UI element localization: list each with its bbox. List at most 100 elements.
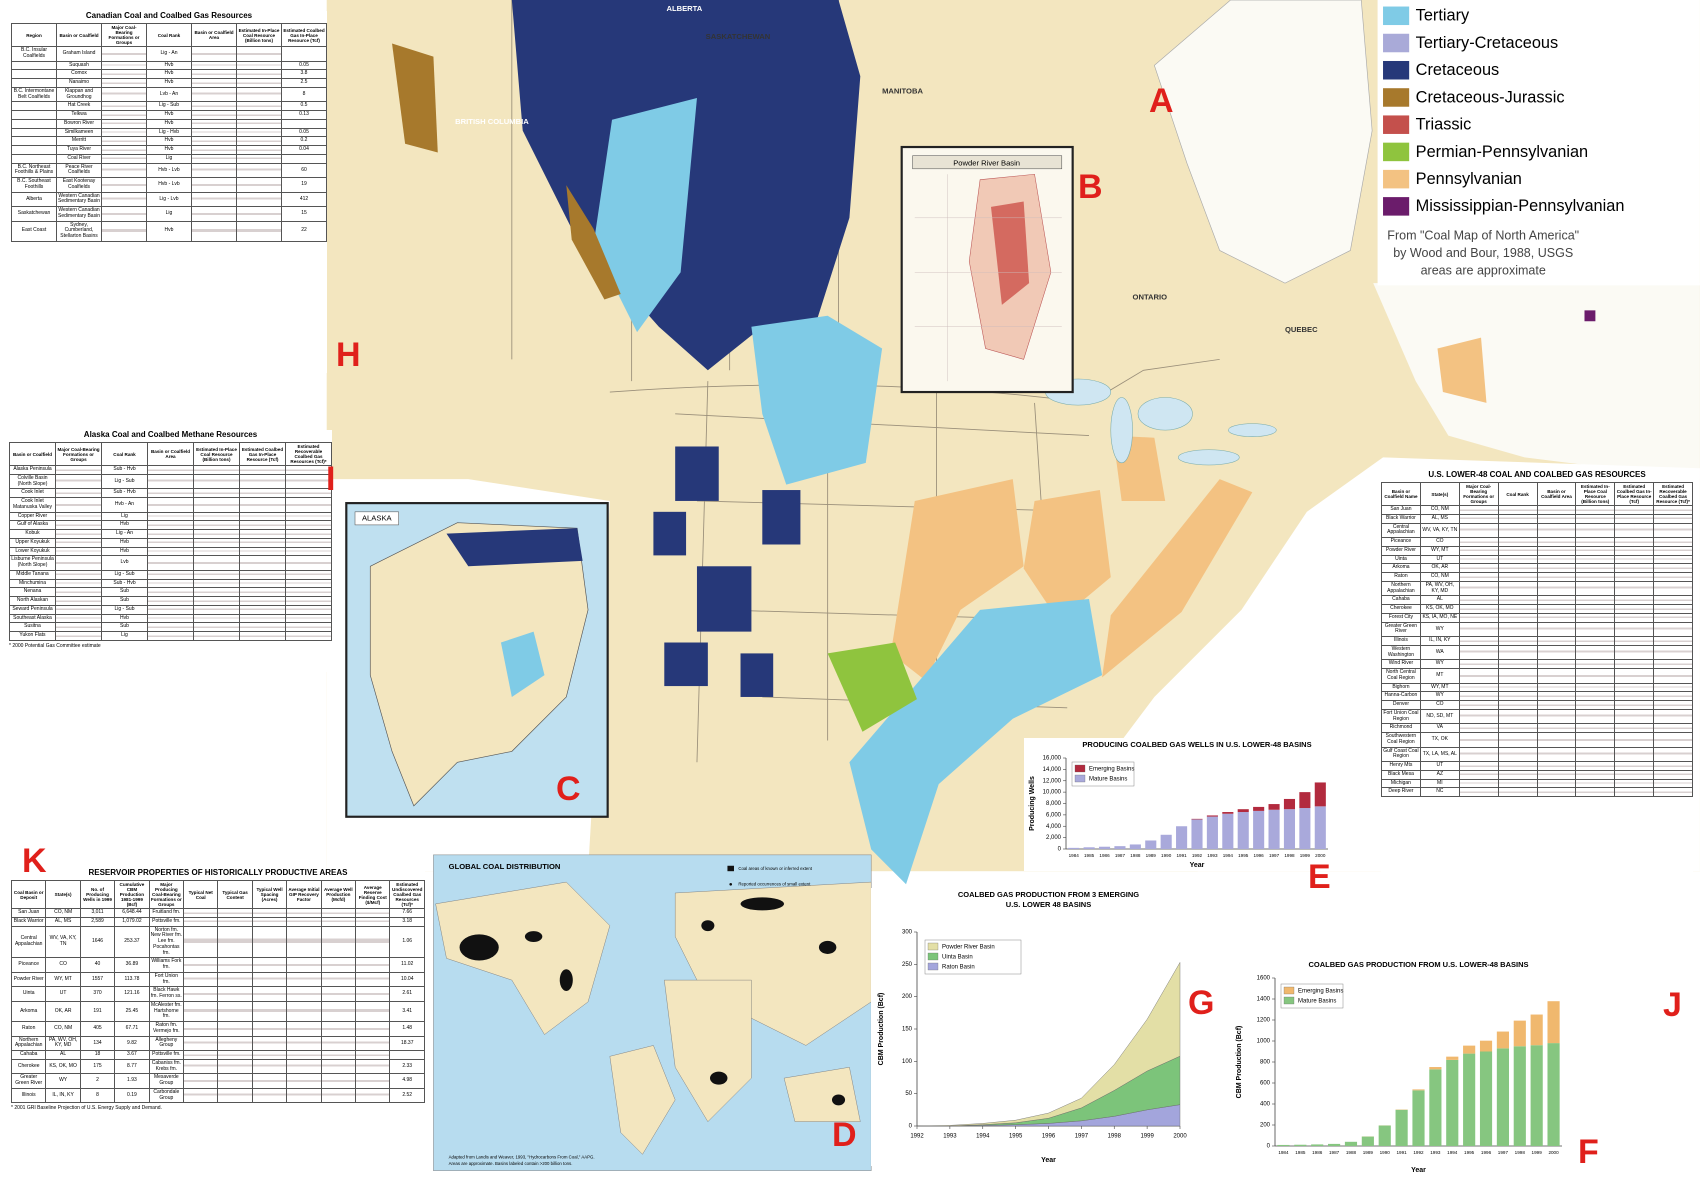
table-cell — [1497, 659, 1538, 670]
table-cell — [1458, 659, 1499, 670]
header-cell: Estimated Recoverable Coalbed Gas Resour… — [285, 441, 332, 467]
table-cell: Piceance — [1381, 537, 1421, 547]
table-cell — [1497, 708, 1538, 725]
bar — [1083, 847, 1095, 849]
y-tick-label: 10,000 — [1043, 790, 1062, 796]
global-coal-map: GLOBAL COAL DISTRIBUTION Coal areas of k… — [433, 854, 872, 1171]
table-cell — [1653, 636, 1693, 646]
legend-swatch — [1383, 33, 1410, 53]
table-cell — [1575, 682, 1616, 693]
table-cell — [1653, 537, 1693, 547]
table-cell — [1536, 545, 1577, 556]
table-cell: Western Canadian Sedimentary Basin — [56, 206, 102, 222]
table-cell — [286, 972, 322, 988]
table-cell — [1653, 691, 1693, 702]
table-cell: MI — [1419, 778, 1460, 789]
table-cell: Pottsville fm. — [148, 916, 185, 927]
table-cell — [320, 1088, 357, 1104]
header-row: Region Basin or Coalfield Major Coal-Beari… — [11, 22, 327, 48]
x-tick-label: 1996 — [1254, 853, 1265, 858]
permian-penn-area — [827, 642, 917, 732]
bar — [1222, 813, 1234, 849]
table-cell — [101, 118, 147, 129]
table-cell: VA — [1419, 723, 1460, 734]
table-cell — [1458, 787, 1499, 798]
table-cell — [239, 473, 286, 490]
header-cell: Estimated Coalbed Gas In-Place Resource … — [239, 441, 286, 467]
table-cell — [1575, 668, 1616, 684]
table-cell: Illinois — [1381, 636, 1421, 646]
table-cell: B.C. Northeast Foothills & Plains — [11, 162, 57, 179]
bar — [1268, 804, 1280, 810]
table-cell — [55, 546, 102, 557]
bar — [1344, 1141, 1358, 1146]
table-row: Seward Peninsula Lig - Sub — [9, 604, 332, 615]
table-row: Powder River WY, MT — [1381, 545, 1693, 556]
map-group: ALBERTA SASKATCHEWAN MANITOBA BRITISH CO… — [326, 0, 1700, 1171]
table-cell — [193, 613, 240, 624]
table-cell: 8 — [281, 86, 327, 103]
table-cell: Lig — [146, 206, 192, 222]
table-cell: Hvb — [101, 537, 148, 548]
header-row: Basin or Coalfield Major Coal-Bearing For… — [9, 441, 332, 467]
table-cell: Norton fm. New River fm. Lee fm. Pocahon… — [148, 925, 185, 959]
table-cell: Alaska Peninsula — [9, 465, 56, 475]
header-cell: Average Initial GIP Recovery Factor — [286, 879, 322, 910]
table-cell: Raton fm. Vermejo fm. — [148, 1021, 185, 1037]
bar — [1114, 846, 1126, 849]
table-cell — [1536, 595, 1577, 606]
table-cell — [1497, 769, 1538, 780]
table-cell: 2,589 — [79, 916, 116, 927]
region-label: BRITISH COLUMBIA — [455, 117, 529, 126]
table-cell — [236, 86, 282, 103]
table-cell: Lig - An — [146, 46, 192, 62]
table-cell — [55, 497, 102, 513]
powder-river-inset: Powder River Basin — [900, 145, 1074, 394]
legend-label: Mississippian-Pennsylvanian — [1416, 197, 1625, 215]
cret-jurassic-area — [566, 185, 621, 300]
table-cell: Pottsville fm. — [148, 1050, 185, 1060]
table-cell — [285, 604, 332, 615]
table-cell — [217, 1073, 253, 1089]
table-cell: Hvb — [146, 136, 192, 147]
table-cell — [1458, 668, 1499, 684]
table-cell: IL, IN, KY — [1419, 636, 1460, 646]
y-tick-label: 150 — [902, 1027, 913, 1033]
table-cell — [285, 497, 332, 513]
table-row: Hat Creek Lig - Sub 0.5 — [11, 101, 327, 112]
y-tick-label: 800 — [1260, 1060, 1271, 1066]
y-tick-label: 50 — [905, 1091, 912, 1097]
y-tick-label: 0 — [909, 1124, 913, 1130]
table-cell: East Coast — [11, 220, 57, 242]
table-cell — [236, 162, 282, 179]
bar — [1378, 1125, 1391, 1146]
table-cell — [1653, 668, 1693, 684]
table-cell — [1497, 732, 1538, 748]
table-cell — [55, 555, 102, 571]
table-cell: Western Washington — [1381, 644, 1421, 661]
table-cell — [236, 118, 282, 129]
table-cell: Sub - Hvb — [101, 578, 148, 589]
header-cell: State(s) — [1419, 481, 1460, 507]
table-cell — [1497, 563, 1538, 574]
table-cell — [1575, 778, 1616, 789]
legend-label: Pennsylvanian — [1416, 170, 1522, 188]
y-tick-label: 250 — [902, 962, 913, 968]
table-cell — [147, 465, 194, 475]
legend-swatch — [1283, 986, 1295, 995]
table-cell: 2.61 — [389, 986, 425, 1002]
table-cell: Nenana — [9, 587, 56, 598]
header-cell: Coal Basin or Deposit — [11, 879, 47, 910]
table-cell — [251, 925, 288, 959]
y-tick-label: 6,000 — [1046, 812, 1062, 818]
table-cell: NC — [1419, 787, 1460, 798]
table-cell — [285, 569, 332, 580]
table-cell: TX, OK — [1419, 732, 1460, 748]
table-cell — [183, 925, 219, 959]
legend-swatch — [1283, 996, 1295, 1005]
x-tick-label: 1996 — [1481, 1150, 1492, 1155]
table-cell — [1536, 572, 1577, 582]
table-row: Cook Inlet Matanuska Valley Hvb - An — [9, 497, 332, 513]
table: Basin or Coalfield Major Coal-Bearing For… — [9, 441, 332, 641]
